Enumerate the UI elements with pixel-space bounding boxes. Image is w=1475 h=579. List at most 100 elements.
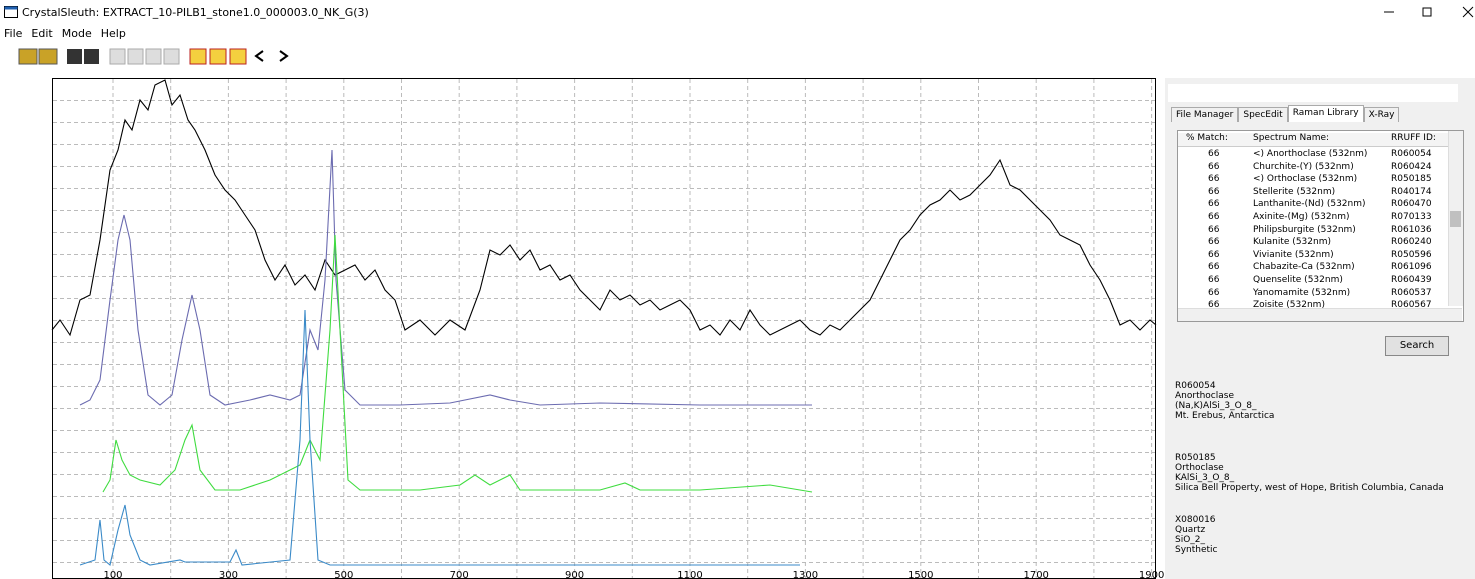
table-row[interactable]: 66 Churchite-(Y) (532nm) R060424 — [1178, 162, 1448, 173]
table-row[interactable]: 66 Zoisite (532nm) R060567 — [1178, 300, 1448, 311]
table-cell: 66 — [1208, 212, 1220, 222]
menu-bar: File Edit Mode Help — [4, 27, 126, 40]
table-cell: Philipsburgite (532nm) — [1253, 224, 1356, 235]
table-cell: R040174 — [1391, 186, 1432, 197]
table-cell: Lanthanite-(Nd) (532nm) — [1253, 199, 1366, 210]
table-cell: Axinite-(Mg) (532nm) — [1253, 212, 1350, 222]
menu-item[interactable]: Help — [100, 27, 126, 40]
table-cell: 66 — [1208, 262, 1220, 273]
column-header: RRUFF ID: — [1391, 133, 1436, 143]
table-cell: R060470 — [1391, 199, 1432, 210]
info-line: SiO_2_ — [1175, 535, 1206, 545]
info-line: R060054 — [1175, 381, 1216, 391]
table-cell: 66 — [1208, 275, 1220, 285]
table-row[interactable]: 66 Stellerite (532nm) R040174 — [1178, 187, 1448, 198]
table-cell: R060537 — [1391, 287, 1432, 298]
table-cell: R050185 — [1391, 174, 1432, 185]
tab[interactable]: File Manager — [1171, 107, 1239, 122]
spectrum-plot: 100 300 500 700 900 1100 1300 1500 1700 1900 — [51, 78, 1164, 579]
table-row[interactable]: 66 Kulanite (532nm) R060240 — [1178, 237, 1448, 248]
table-row[interactable]: 66 Quenselite (532nm) R060439 — [1178, 275, 1448, 286]
h-scrollbar — [1178, 308, 1462, 321]
info-line: Anorthoclase — [1175, 391, 1234, 401]
x-tick-label: 1700 — [1023, 570, 1048, 579]
x-tick-label: 1100 — [677, 570, 702, 579]
info-line: KAlSi_3_O_8_ — [1175, 473, 1235, 483]
table-cell: R060054 — [1391, 149, 1432, 159]
tab-bar: File Manager SpecEdit Raman Library X-Ray — [1171, 105, 1400, 122]
table-cell: 66 — [1208, 249, 1220, 260]
search-button[interactable]: Search — [1385, 336, 1449, 356]
table-cell: Vivianite (532nm) — [1253, 249, 1334, 260]
table-cell: 66 — [1208, 161, 1220, 172]
table-cell: 66 — [1208, 287, 1220, 298]
table-cell: 66 — [1208, 186, 1220, 197]
table-cell: Kulanite (532nm) — [1253, 237, 1331, 248]
scrollbar-thumb — [1450, 211, 1461, 227]
table-cell: 66 — [1208, 300, 1220, 311]
info-line: R050185 — [1175, 453, 1216, 463]
info-line: Quartz — [1175, 525, 1206, 535]
table-cell: Quenselite (532nm) — [1253, 275, 1343, 285]
spectrum-line — [79, 309, 800, 566]
table-row[interactable]: 66 Philipsburgite (532nm) R061036 — [1178, 225, 1448, 236]
menu-item[interactable]: File — [4, 27, 23, 40]
table-cell: R060240 — [1391, 237, 1432, 248]
table-cell: Yanomamite (532nm) — [1253, 287, 1351, 298]
table-row[interactable]: 66 Vivianite (532nm) R050596 — [1178, 250, 1448, 261]
x-tick-label: 900 — [565, 570, 584, 579]
x-tick-label: 700 — [450, 570, 469, 579]
table-header: % Match: Spectrum Name: RRUFF ID: — [1178, 133, 1448, 147]
info-line: (Na,K)AlSi_3_O_8_ — [1175, 401, 1257, 411]
table-row[interactable]: 66 <) Orthoclase (532nm) R050185 — [1178, 174, 1448, 185]
menu-item[interactable]: Edit — [31, 27, 53, 40]
window-title: CrystalSleuth: EXTRACT_10-PILB1_stone1.0… — [22, 6, 369, 19]
x-tick-label: 100 — [103, 570, 122, 579]
column-header: % Match: — [1186, 133, 1228, 143]
info-block: R050185 Orthoclase KAlSi_3_O_8_ Silica Bell… — [1175, 453, 1444, 493]
menu-item[interactable]: Mode — [61, 27, 92, 40]
info-block: X080016 Quartz SiO_2_ Synthetic — [1175, 515, 1218, 555]
table-cell: 66 — [1208, 199, 1220, 210]
column-header: Spectrum Name: — [1253, 133, 1330, 143]
table-cell: R061036 — [1391, 224, 1432, 235]
table-cell: Stellerite (532nm) — [1253, 186, 1336, 197]
info-line: Mt. Erebus, Antarctica — [1175, 411, 1275, 421]
table-row[interactable]: 66 Yanomamite (532nm) R060537 — [1178, 288, 1448, 299]
table-row[interactable]: 66 Chabazite-Ca (532nm) R061096 — [1178, 262, 1448, 273]
tab[interactable]: SpecEdit — [1238, 107, 1288, 122]
table-row[interactable]: 66 Axinite-(Mg) (532nm) R070133 — [1178, 212, 1448, 223]
table-cell: 66 — [1208, 174, 1220, 185]
info-block: R060054 Anorthoclase (Na,K)AlSi_3_O_8_ Mt. … — [1175, 381, 1274, 421]
app-icon — [4, 6, 18, 18]
tab[interactable]: Raman Library — [1287, 105, 1364, 122]
window-controls[interactable] — [1370, 0, 1475, 24]
table-cell: R060424 — [1391, 161, 1432, 172]
table-row[interactable]: 66 <) Anorthoclase (532nm) R060054 — [1178, 149, 1448, 160]
table-cell: <) Orthoclase (532nm) — [1253, 174, 1358, 185]
table-cell: R060567 — [1391, 300, 1432, 311]
x-tick-label: 1500 — [908, 570, 933, 579]
table-row[interactable]: 66 Lanthanite-(Nd) (532nm) R060470 — [1178, 199, 1448, 210]
info-line: Orthoclase — [1175, 463, 1224, 473]
toolbar — [18, 48, 289, 65]
info-line: Silica Bell Property, west of Hope, Brit… — [1175, 483, 1444, 493]
spectrum-line — [79, 149, 812, 406]
x-tick-label: 1900 — [1139, 570, 1164, 579]
spectrum-line — [51, 79, 1157, 337]
table-cell: 66 — [1208, 149, 1220, 159]
table-cell: R050596 — [1391, 249, 1432, 260]
table-cell: 66 — [1208, 237, 1220, 248]
table-cell: R061096 — [1391, 262, 1432, 273]
x-tick-label: 500 — [334, 570, 353, 579]
table-cell: Zoisite (532nm) — [1253, 300, 1325, 311]
table-cell: Chabazite-Ca (532nm) — [1253, 262, 1355, 273]
x-tick-label: 1300 — [793, 570, 818, 579]
tab[interactable]: X-Ray — [1363, 107, 1400, 122]
info-line: Synthetic — [1175, 545, 1218, 555]
table-cell: R060439 — [1391, 275, 1432, 285]
panel-header — [1168, 84, 1458, 102]
table-cell: Churchite-(Y) (532nm) — [1253, 161, 1354, 172]
plot-frame — [52, 78, 1156, 579]
